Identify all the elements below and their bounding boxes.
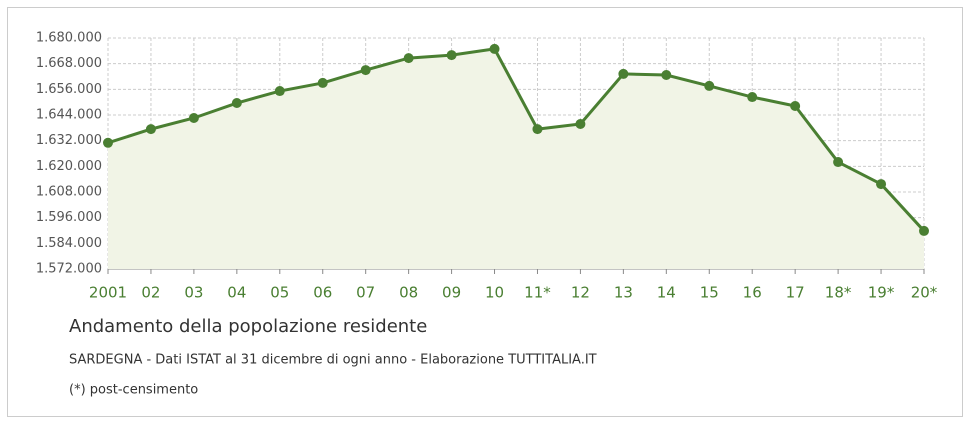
point: [790, 101, 801, 112]
x-tick-label: 18*: [825, 284, 852, 302]
x-tick-label: 2001: [89, 284, 127, 302]
point: [446, 50, 457, 61]
point: [747, 92, 758, 103]
point: [103, 137, 113, 148]
point: [360, 65, 371, 76]
point: [833, 157, 844, 168]
x-tick-label: 16: [743, 284, 762, 302]
x-tick-label: 15: [700, 284, 719, 302]
point: [145, 124, 156, 135]
point: [532, 124, 543, 135]
point: [919, 225, 929, 236]
x-tick-label: 05: [270, 284, 289, 302]
x-tick-label: 02: [141, 284, 160, 302]
x-tick-label: 20*: [911, 284, 938, 302]
chart-note: (*) post-censimento: [69, 383, 198, 398]
y-tick-label: 1.596.000: [36, 210, 102, 225]
y-tick-label: 1.620.000: [36, 159, 102, 174]
point: [317, 77, 328, 88]
y-tick-label: 1.680.000: [36, 31, 102, 46]
point: [618, 68, 629, 79]
point: [876, 179, 887, 190]
y-tick-label: 1.572.000: [36, 262, 102, 277]
point: [274, 86, 285, 97]
y-tick-label: 1.584.000: [36, 236, 102, 251]
x-tick-label: 13: [614, 284, 633, 302]
chart-title: Andamento della popolazione residente: [69, 316, 427, 337]
x-tick-label: 10: [485, 284, 504, 302]
x-tick-label: 12: [571, 284, 590, 302]
point: [575, 118, 586, 129]
x-tick-label: 04: [227, 284, 246, 302]
point: [188, 112, 199, 123]
y-tick-label: 1.632.000: [36, 133, 102, 148]
x-tick-label: 03: [184, 284, 203, 302]
chart-subtitle: SARDEGNA - Dati ISTAT al 31 dicembre di …: [69, 353, 597, 368]
x-tick-label: 14: [657, 284, 676, 302]
y-tick-label: 1.668.000: [36, 56, 102, 71]
y-tick-label: 1.644.000: [36, 108, 102, 123]
x-tick-label: 08: [399, 284, 418, 302]
y-tick-label: 1.608.000: [36, 185, 102, 200]
point: [489, 43, 500, 54]
area: [108, 48, 924, 270]
point: [403, 53, 414, 64]
x-tick-label: 09: [442, 284, 461, 302]
y-tick-label: 1.656.000: [36, 82, 102, 97]
x-tick-label: 06: [313, 284, 332, 302]
point: [704, 80, 715, 91]
point: [231, 98, 242, 109]
x-tick-label: 17: [786, 284, 805, 302]
point: [661, 70, 672, 81]
x-tick-label: 07: [356, 284, 375, 302]
x-tick-label: 19*: [868, 284, 895, 302]
x-tick-label: 11*: [524, 284, 551, 302]
line: [107, 47, 926, 232]
